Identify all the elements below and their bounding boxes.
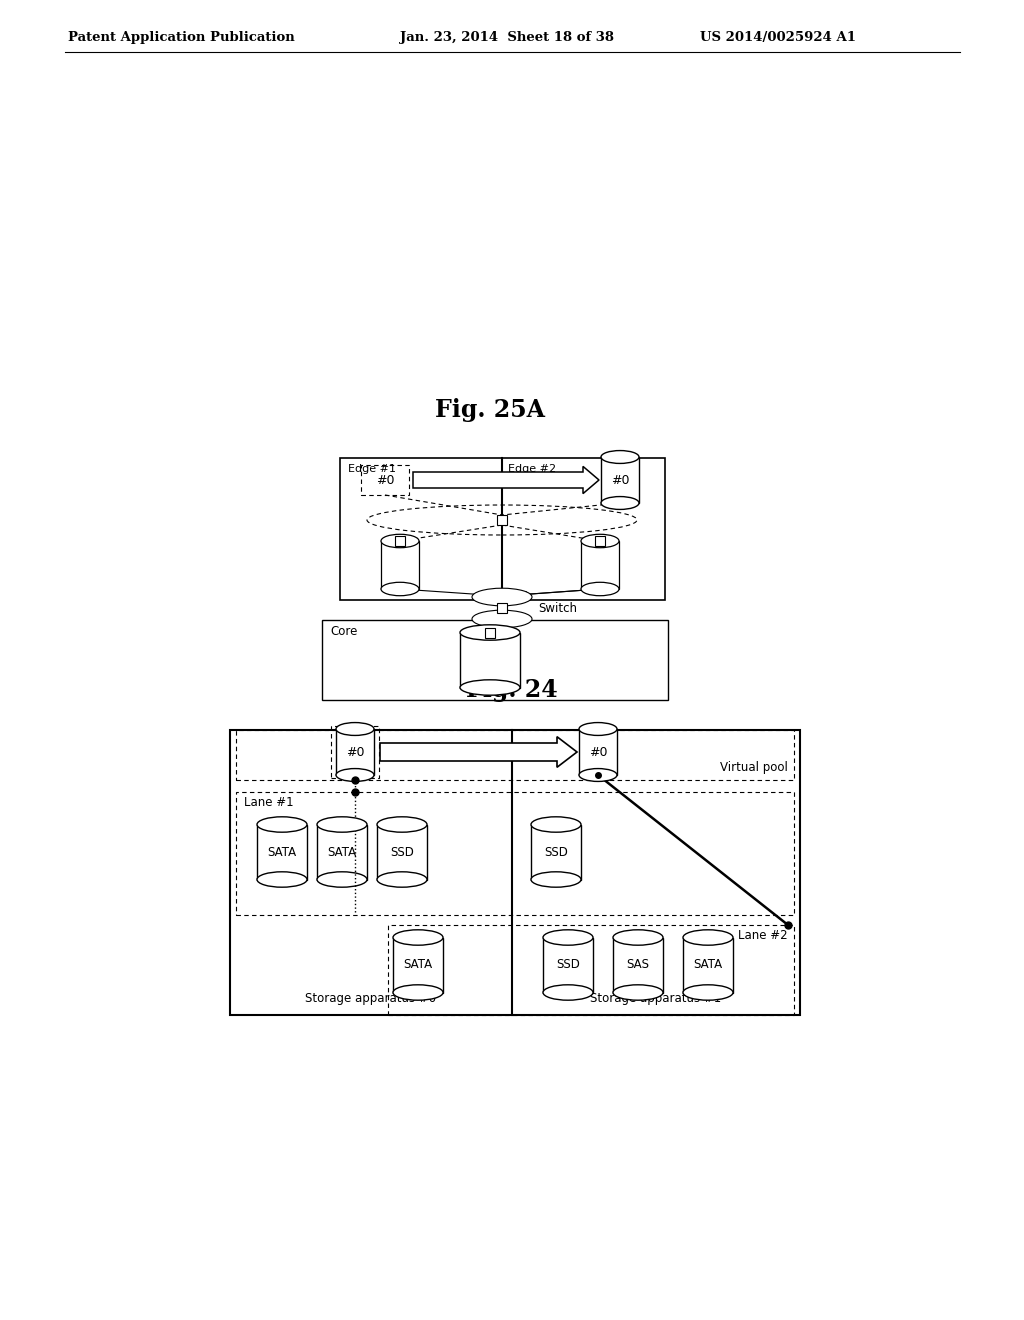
Text: Jan. 23, 2014  Sheet 18 of 38: Jan. 23, 2014 Sheet 18 of 38	[400, 30, 614, 44]
Bar	[336, 729, 374, 775]
Bar	[497, 603, 507, 612]
Ellipse shape	[460, 624, 520, 640]
Bar	[531, 825, 581, 879]
Text: SATA: SATA	[328, 846, 356, 858]
Bar	[543, 937, 593, 993]
FancyArrow shape	[380, 737, 577, 767]
Text: SSD: SSD	[544, 846, 568, 858]
Text: Fig. 24: Fig. 24	[466, 678, 558, 702]
Bar	[460, 632, 520, 688]
Ellipse shape	[377, 817, 427, 832]
Bar	[683, 937, 733, 993]
Bar	[595, 536, 605, 546]
Bar	[331, 726, 379, 777]
Ellipse shape	[683, 985, 733, 1001]
Bar	[236, 792, 794, 915]
FancyArrow shape	[413, 466, 599, 494]
Text: #0: #0	[610, 474, 630, 487]
Bar	[317, 825, 367, 879]
Text: #0: #0	[346, 746, 365, 759]
Bar	[381, 541, 419, 589]
Ellipse shape	[601, 450, 639, 463]
Ellipse shape	[336, 768, 374, 781]
Bar	[230, 730, 800, 1015]
Bar	[377, 825, 427, 879]
Text: Storage apparatus #0: Storage apparatus #0	[305, 993, 436, 1005]
Bar	[497, 515, 507, 525]
Ellipse shape	[377, 871, 427, 887]
Bar	[601, 457, 639, 503]
Text: US 2014/0025924 A1: US 2014/0025924 A1	[700, 30, 856, 44]
Ellipse shape	[381, 582, 419, 595]
Ellipse shape	[393, 985, 443, 1001]
Ellipse shape	[257, 871, 307, 887]
Ellipse shape	[683, 929, 733, 945]
Ellipse shape	[317, 817, 367, 832]
Text: Core: Core	[330, 624, 357, 638]
Bar	[485, 627, 495, 638]
Text: SAS: SAS	[627, 958, 649, 972]
Bar	[340, 458, 665, 601]
Ellipse shape	[613, 929, 663, 945]
Ellipse shape	[531, 871, 581, 887]
Text: Fig. 25A: Fig. 25A	[435, 399, 545, 422]
Bar	[257, 825, 307, 879]
Bar	[388, 925, 794, 1015]
Bar	[613, 937, 663, 993]
Bar	[579, 729, 617, 775]
Ellipse shape	[579, 768, 617, 781]
Text: Lane #1: Lane #1	[244, 796, 294, 809]
Text: #0: #0	[589, 746, 607, 759]
Text: Edge #2: Edge #2	[508, 465, 556, 474]
Bar	[236, 730, 794, 780]
Ellipse shape	[581, 582, 618, 595]
Bar	[393, 937, 443, 993]
Bar	[361, 465, 409, 495]
Ellipse shape	[581, 535, 618, 548]
Ellipse shape	[336, 722, 374, 735]
Ellipse shape	[601, 496, 639, 510]
Text: SATA: SATA	[693, 958, 723, 972]
Ellipse shape	[460, 680, 520, 696]
Text: Patent Application Publication: Patent Application Publication	[68, 30, 295, 44]
Ellipse shape	[543, 985, 593, 1001]
Ellipse shape	[579, 722, 617, 735]
Text: Edge #1: Edge #1	[348, 465, 396, 474]
Bar	[581, 541, 618, 589]
Ellipse shape	[613, 985, 663, 1001]
Ellipse shape	[472, 610, 532, 628]
Text: SSD: SSD	[390, 846, 414, 858]
Text: Virtual pool: Virtual pool	[720, 762, 788, 774]
Text: SSD: SSD	[556, 958, 580, 972]
Ellipse shape	[257, 817, 307, 832]
Text: Lane #2: Lane #2	[738, 929, 788, 942]
Text: Switch: Switch	[538, 602, 577, 615]
Text: SATA: SATA	[267, 846, 297, 858]
Ellipse shape	[531, 817, 581, 832]
Bar	[395, 536, 406, 546]
Ellipse shape	[393, 929, 443, 945]
Text: #0: #0	[376, 474, 394, 487]
Text: Storage apparatus #1: Storage apparatus #1	[591, 993, 722, 1005]
Ellipse shape	[543, 929, 593, 945]
Ellipse shape	[381, 535, 419, 548]
Ellipse shape	[472, 589, 532, 606]
Text: SATA: SATA	[403, 958, 432, 972]
Ellipse shape	[317, 871, 367, 887]
Bar	[322, 620, 668, 700]
